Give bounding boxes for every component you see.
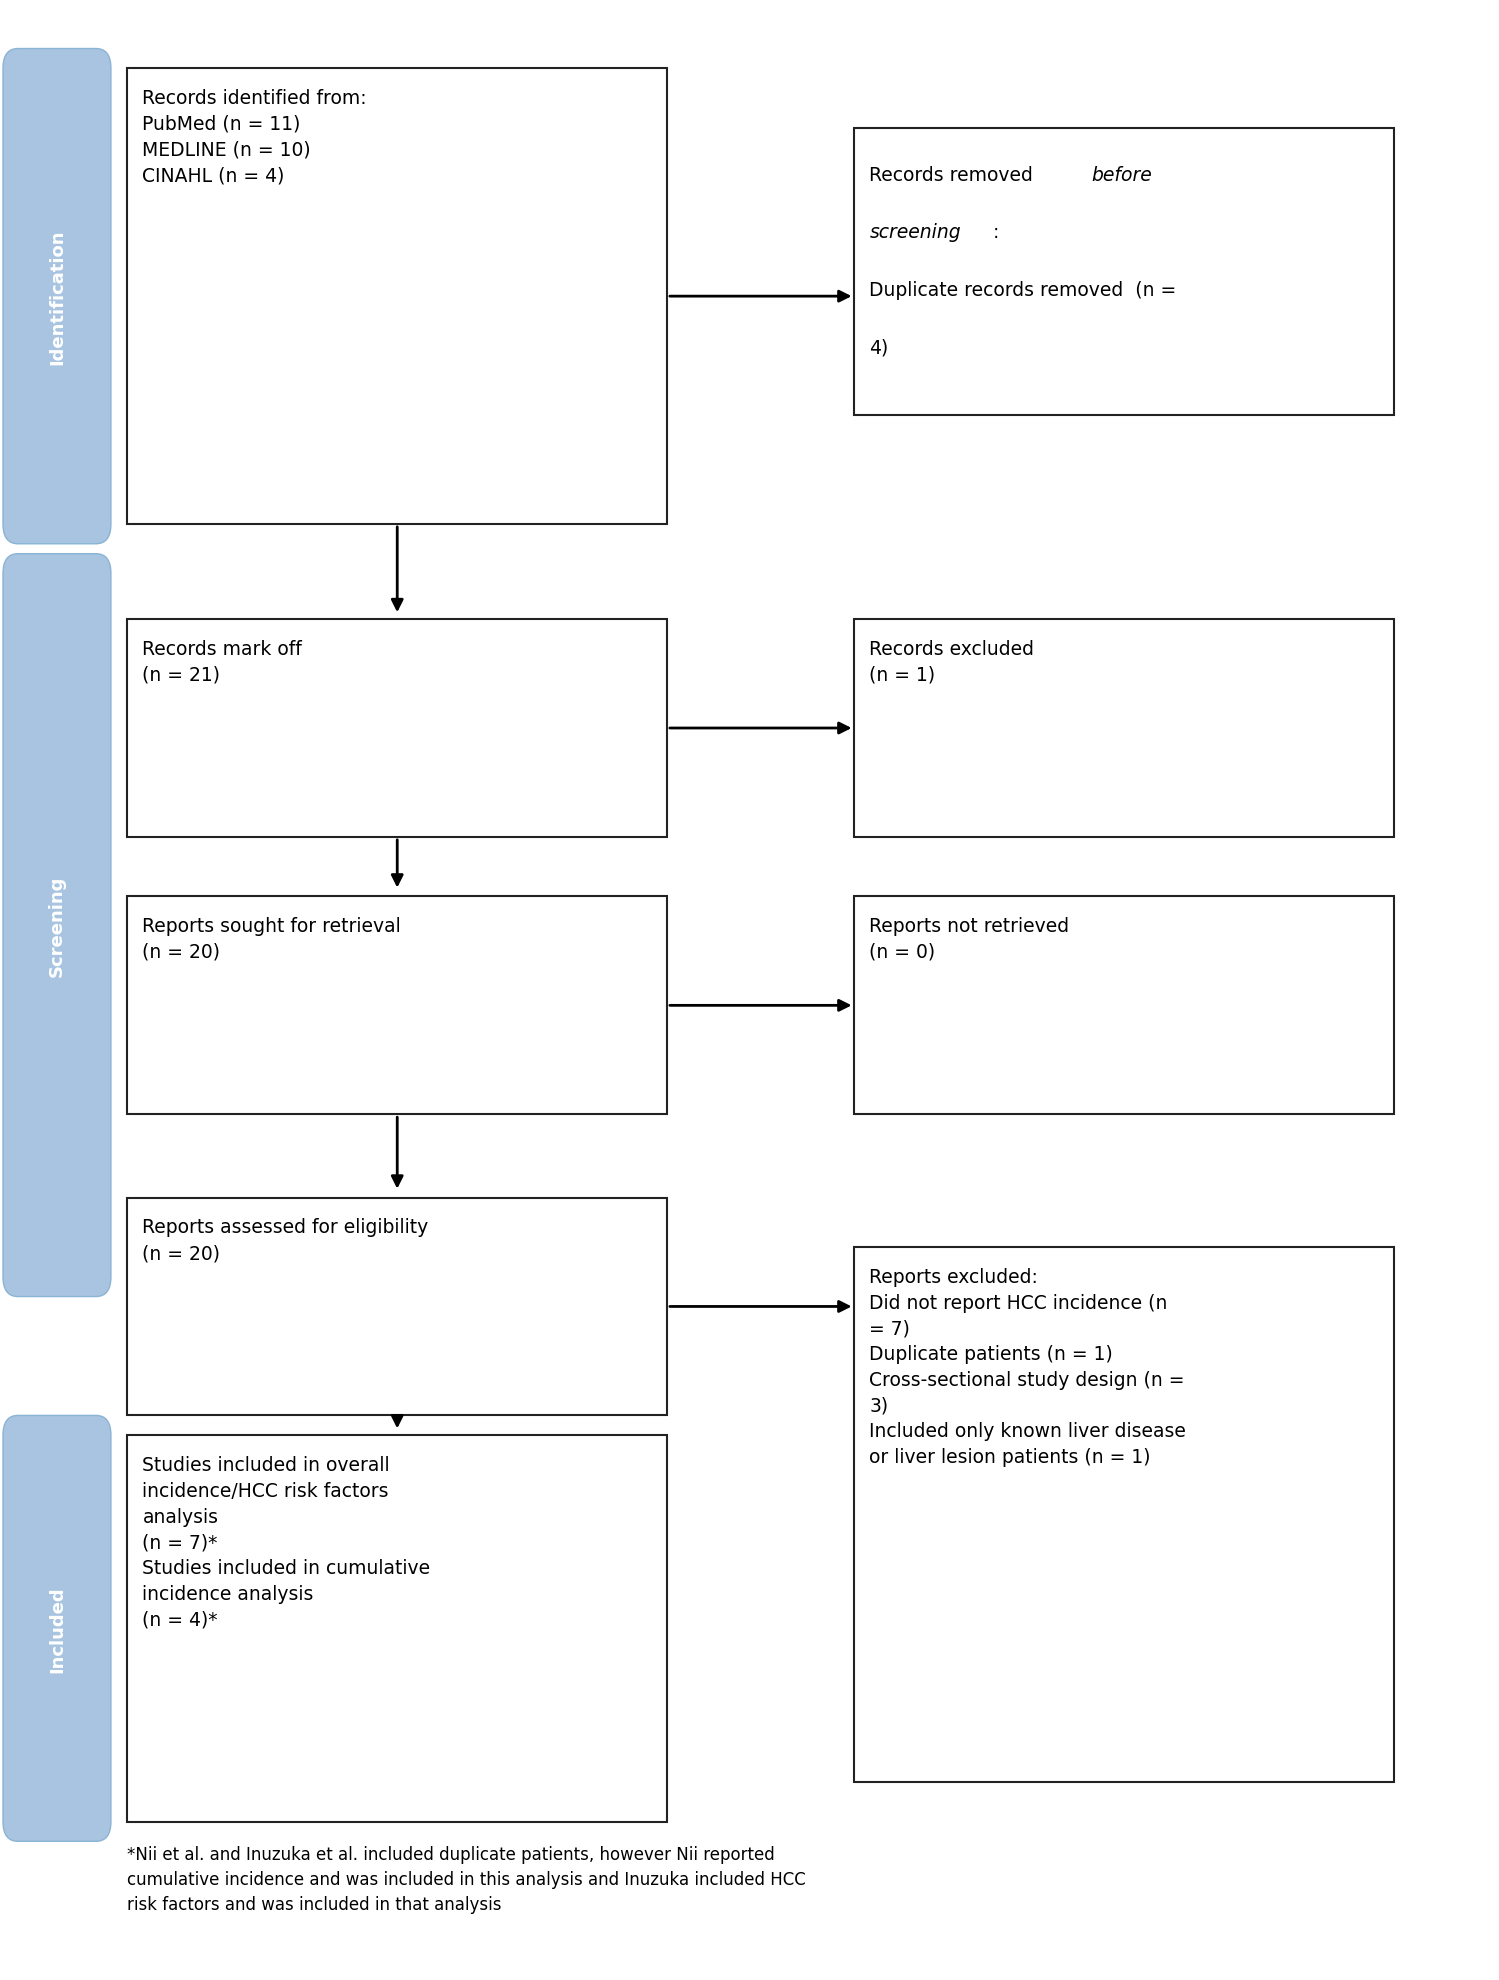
FancyBboxPatch shape <box>127 69 667 525</box>
FancyBboxPatch shape <box>127 897 667 1115</box>
Text: Records identified from:
PubMed (n = 11)
MEDLINE (n = 10)
CINAHL (n = 4): Records identified from: PubMed (n = 11)… <box>142 89 367 186</box>
FancyBboxPatch shape <box>127 1436 667 1822</box>
Text: before: before <box>1091 166 1153 184</box>
Text: Records removed: Records removed <box>869 166 1039 184</box>
FancyBboxPatch shape <box>3 50 111 544</box>
Text: Reports excluded:
Did not report HCC incidence (n
= 7)
Duplicate patients (n = 1: Reports excluded: Did not report HCC inc… <box>869 1267 1186 1467</box>
FancyBboxPatch shape <box>127 620 667 838</box>
FancyBboxPatch shape <box>3 1416 111 1841</box>
Text: Screening: Screening <box>48 875 66 976</box>
Text: *Nii et al. and Inuzuka et al. included duplicate patients, however Nii reported: *Nii et al. and Inuzuka et al. included … <box>127 1845 806 1913</box>
Text: Studies included in overall
incidence/HCC risk factors
analysis
(n = 7)*
Studies: Studies included in overall incidence/HC… <box>142 1455 430 1630</box>
FancyBboxPatch shape <box>854 620 1394 838</box>
Text: Duplicate records removed  (n =: Duplicate records removed (n = <box>869 281 1177 299</box>
Text: Identification: Identification <box>48 230 66 364</box>
Text: Records mark off
(n = 21): Records mark off (n = 21) <box>142 640 303 685</box>
Text: Reports assessed for eligibility
(n = 20): Reports assessed for eligibility (n = 20… <box>142 1218 429 1263</box>
Text: Records excluded
(n = 1): Records excluded (n = 1) <box>869 640 1034 685</box>
Text: screening: screening <box>869 224 961 242</box>
Text: Reports not retrieved
(n = 0): Reports not retrieved (n = 0) <box>869 917 1070 962</box>
FancyBboxPatch shape <box>854 129 1394 416</box>
Text: :: : <box>992 224 998 242</box>
FancyBboxPatch shape <box>3 554 111 1297</box>
Text: 4): 4) <box>869 339 889 358</box>
FancyBboxPatch shape <box>854 1247 1394 1782</box>
FancyBboxPatch shape <box>854 897 1394 1115</box>
Text: Reports sought for retrieval
(n = 20): Reports sought for retrieval (n = 20) <box>142 917 402 962</box>
FancyBboxPatch shape <box>127 1198 667 1416</box>
Text: Included: Included <box>48 1586 66 1671</box>
